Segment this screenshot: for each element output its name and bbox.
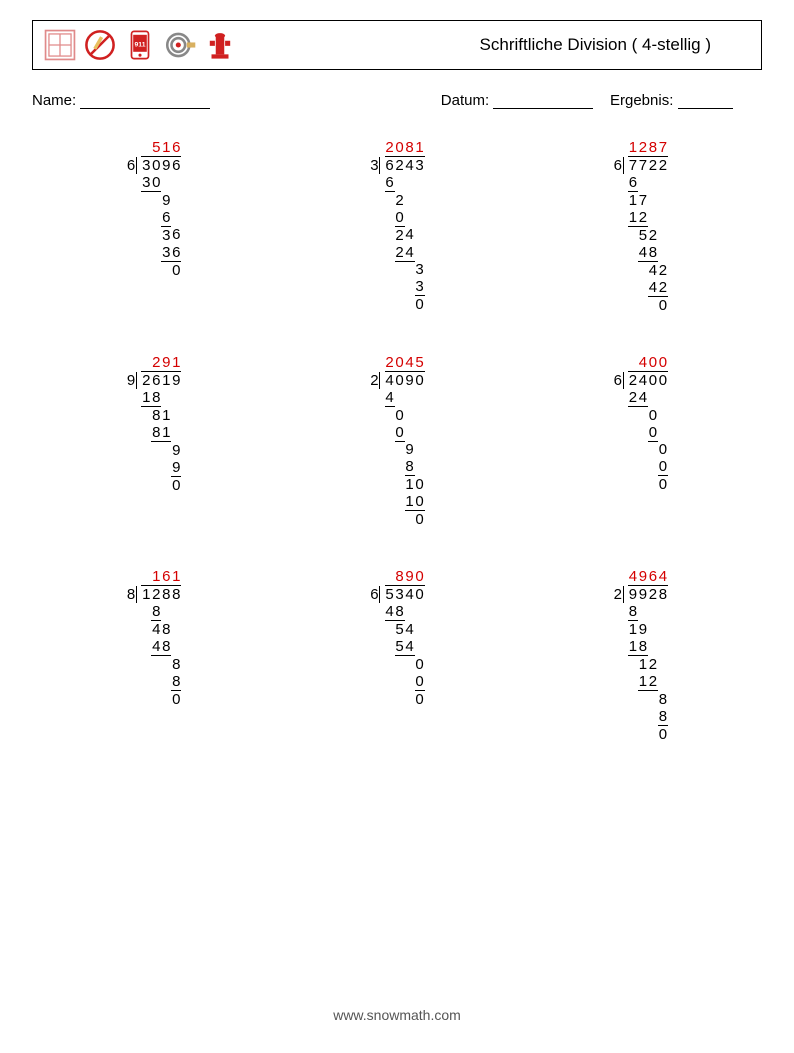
header-icons: 911 (43, 28, 237, 62)
name-blank[interactable] (80, 94, 210, 109)
header-box: 911 Schriftliche Division ( 4-stellig ) (32, 20, 762, 70)
division-problem: 20452 40904009810100 (369, 354, 424, 528)
division-problem: 20813 62436202424330 (369, 139, 424, 314)
division-problem: 1618 128884848880 (126, 568, 181, 743)
problems-grid: 5166 3096309636360 20813 62436202424330 12… (32, 139, 762, 743)
date-label: Datum: (441, 92, 489, 109)
division-problem: 49642 9928819181212880 (613, 568, 668, 743)
svg-text:911: 911 (135, 42, 146, 49)
floorplan-icon (43, 28, 77, 62)
division-problem: 12876 772261712524842420 (613, 139, 668, 314)
meta-row: Name: Datum: Ergebnis: (32, 92, 762, 109)
hydrant-icon (203, 28, 237, 62)
result-label: Ergebnis: (610, 92, 673, 109)
name-label: Name: (32, 92, 76, 109)
phone-911-icon: 911 (123, 28, 157, 62)
no-match-icon (83, 28, 117, 62)
division-problem: 4006 24002400000 (613, 354, 668, 528)
result-blank[interactable] (678, 94, 733, 109)
date-blank[interactable] (493, 94, 593, 109)
division-problem: 2919 2619188181990 (126, 354, 181, 528)
division-problem: 5166 3096309636360 (126, 139, 181, 314)
division-problem: 8906 5340485454000 (369, 568, 424, 743)
firehose-icon (163, 28, 197, 62)
footer-url: www.snowmath.com (0, 1007, 794, 1023)
worksheet-title: Schriftliche Division ( 4-stellig ) (480, 35, 751, 55)
